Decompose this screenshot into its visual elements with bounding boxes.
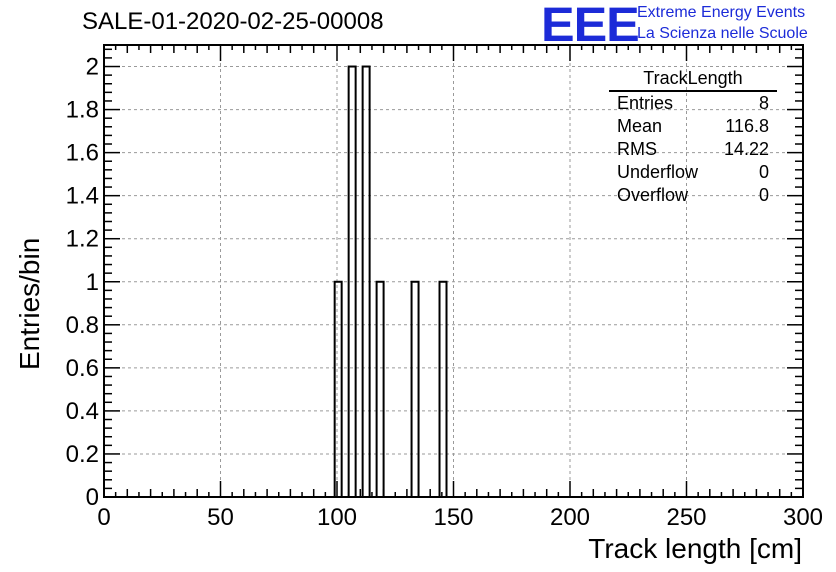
stats-label: Mean <box>617 116 663 136</box>
y-tick-label: 1.4 <box>66 183 99 210</box>
stats-label: RMS <box>617 139 657 159</box>
x-tick-label: 250 <box>666 504 706 531</box>
y-tick-label: 1.6 <box>66 140 99 167</box>
y-axis-label-wrap: Entries/bin <box>8 180 45 370</box>
x-tick-label: 150 <box>433 504 473 531</box>
histogram-bar <box>333 280 343 498</box>
stats-row-overflow: Overflow 0 <box>609 184 777 207</box>
x-tick-label: 0 <box>97 504 110 531</box>
stats-value: 116.8 <box>725 116 769 136</box>
x-axis-label: Track length [cm] <box>588 533 802 564</box>
y-tick-label: 0.8 <box>66 312 99 339</box>
tick-labels: 0 50 100 150 200 250 30000.20.40.60.811.21.41.… <box>66 54 823 531</box>
histogram-bar <box>375 280 385 498</box>
page-title: SALE-01-2020-02-25-00008 <box>82 8 384 35</box>
stats-value: 8 <box>758 93 769 113</box>
histogram-bar <box>438 280 448 498</box>
stats-row-rms: RMS 14.22 <box>609 138 777 161</box>
stats-value: 14.22 <box>723 139 769 159</box>
logo-line-2: La Scienza nelle Scuole <box>637 25 808 42</box>
y-tick-label: 0.2 <box>66 441 99 468</box>
y-tick-label: 0.4 <box>66 398 99 425</box>
grid-lines <box>104 45 803 497</box>
stats-row-underflow: Underflow 0 <box>609 161 777 184</box>
y-tick-label: 1 <box>86 269 99 296</box>
y-tick-label: 1.8 <box>66 97 99 124</box>
logo-line-1: Extreme Energy Events <box>637 4 806 21</box>
stats-value: 0 <box>758 162 769 182</box>
stats-label: Underflow <box>617 162 699 182</box>
y-tick-label: 1.2 <box>66 226 99 253</box>
stats-row-entries: Entries 8 <box>609 92 777 115</box>
stats-value: 0 <box>758 185 769 205</box>
y-tick-label: 2 <box>86 54 99 81</box>
plot-frame <box>103 44 804 498</box>
stats-title: TrackLength <box>609 68 777 92</box>
x-tick-label: 100 <box>317 504 357 531</box>
stats-label: Entries <box>617 93 674 113</box>
x-tick-label: 200 <box>550 504 590 531</box>
x-tick-label: 50 <box>207 504 234 531</box>
stats-row-mean: Mean 116.8 <box>609 115 777 138</box>
y-axis-label: Entries/bin <box>14 237 45 370</box>
y-tick-label: 0.6 <box>66 355 99 382</box>
stats-label: Overflow <box>617 185 689 205</box>
y-tick-label: 0 <box>86 484 99 511</box>
x-tick-label: 300 <box>783 504 823 531</box>
eee-logo: EEE <box>541 0 640 52</box>
histogram-bar <box>410 280 420 498</box>
stats-box: TrackLength Entries 8 Mean 116.8 RMS 14.… <box>609 68 777 207</box>
